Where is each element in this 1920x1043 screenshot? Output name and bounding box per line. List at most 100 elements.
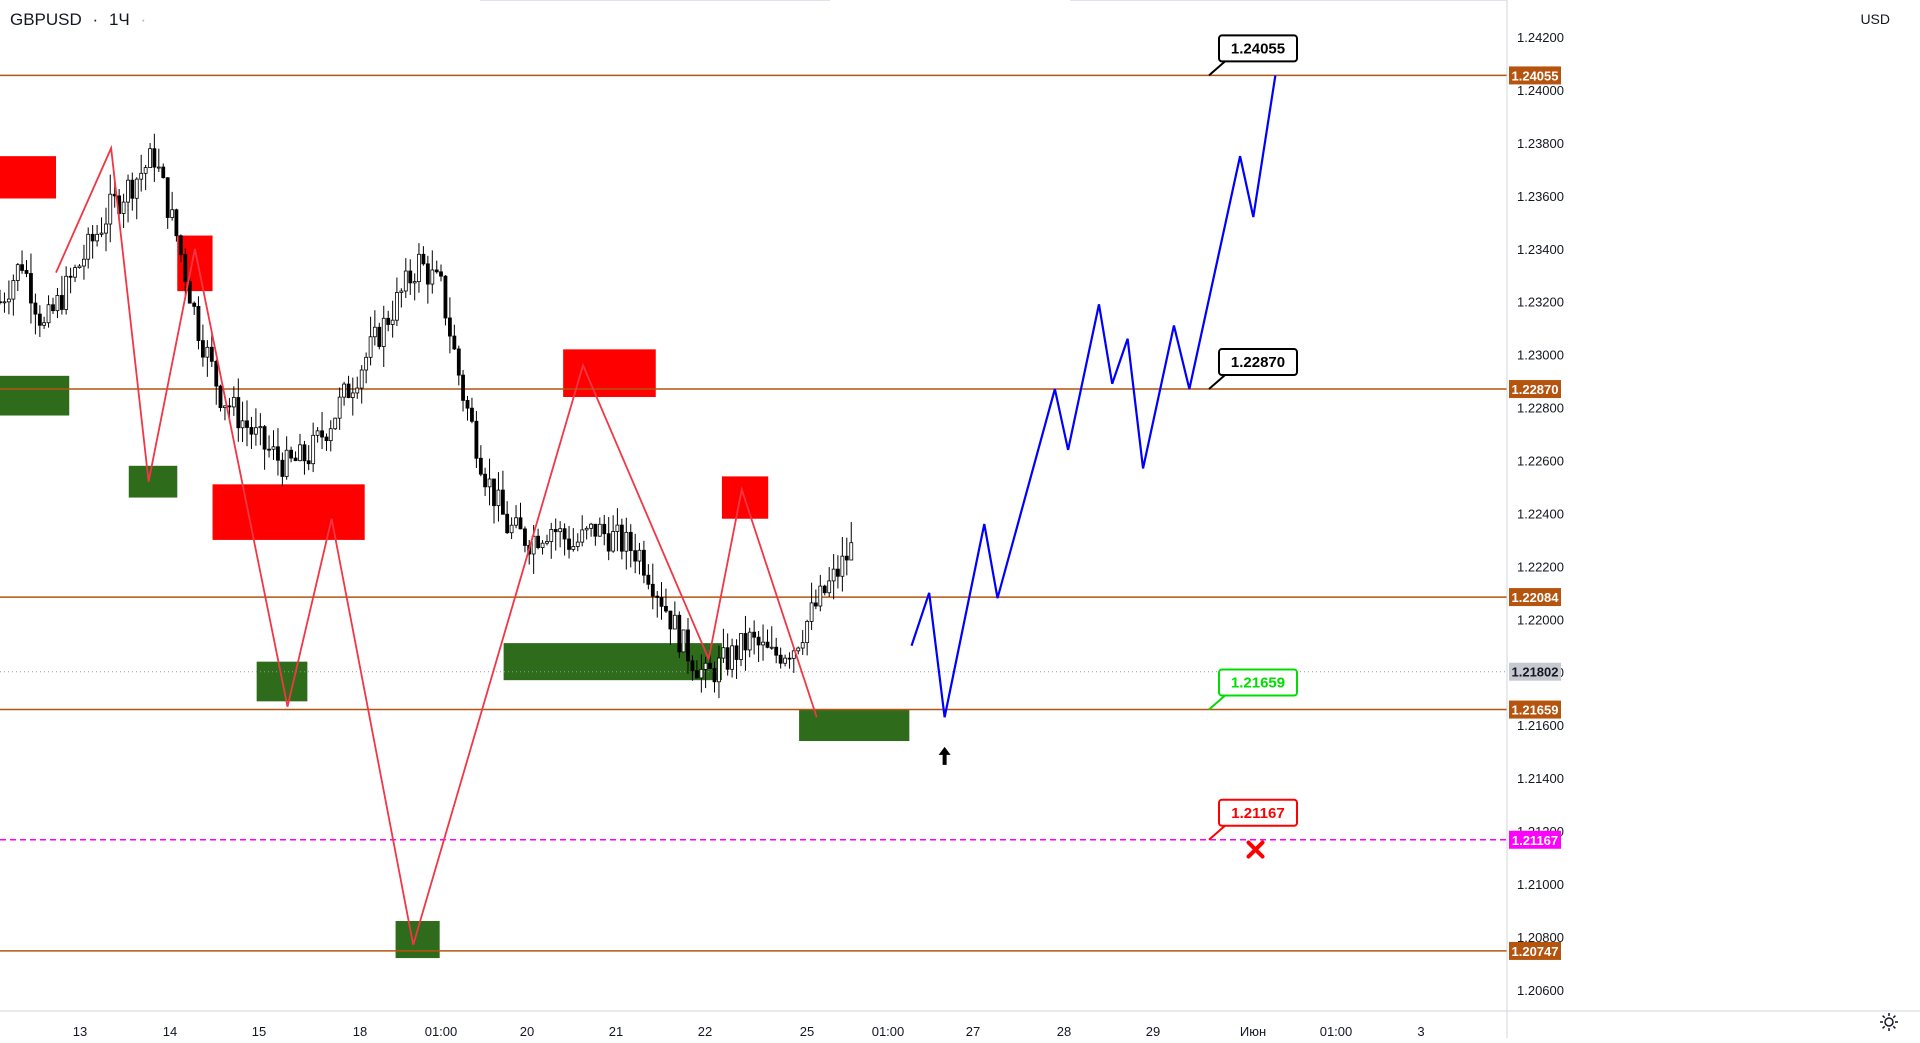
price-axis[interactable]: 1.206001.208001.210001.212001.214001.216… — [1517, 30, 1564, 998]
candle-body — [844, 555, 849, 561]
candle-body — [412, 281, 417, 284]
candle-body — [659, 597, 664, 607]
callout-pointer — [1208, 825, 1226, 841]
candle-body — [364, 356, 369, 371]
candle-body — [787, 657, 792, 660]
candle-body — [99, 232, 104, 235]
candle-body — [443, 275, 448, 319]
candle-body — [650, 583, 655, 597]
candle-body — [606, 533, 611, 552]
candle-body — [372, 326, 377, 338]
candle-body — [108, 193, 113, 225]
forecast-path — [910, 75, 1277, 718]
candle-body — [695, 670, 699, 679]
candle-body — [245, 420, 249, 428]
interval-label[interactable]: 1Ч — [108, 10, 130, 29]
candle-body — [487, 478, 492, 488]
candle-body — [262, 426, 267, 450]
candle-body — [33, 302, 38, 315]
symbol-separator: · — [92, 10, 99, 29]
candle-body — [298, 444, 302, 462]
candle-body — [514, 517, 518, 526]
candle-body — [430, 269, 435, 285]
candle-body — [836, 568, 840, 577]
candle-body — [809, 602, 814, 622]
y-tick-label: 1.24200 — [1517, 30, 1564, 45]
callout-pointer — [1208, 60, 1226, 77]
candle-body — [827, 580, 832, 594]
candle-body — [15, 264, 20, 281]
cancel-cross-icon — [1246, 840, 1265, 859]
candle-body — [761, 641, 765, 646]
symbol-header[interactable]: GBPUSD · 1Ч · — [10, 10, 152, 30]
candle-body — [558, 528, 563, 533]
candle-body — [571, 546, 576, 550]
candle-body — [562, 528, 567, 540]
y-tick-label: 1.22400 — [1517, 506, 1564, 521]
x-tick-label: 29 — [1146, 1024, 1160, 1038]
settings-gear-icon[interactable] — [1878, 1011, 1900, 1033]
candle-body — [320, 430, 324, 438]
candle-body — [165, 177, 170, 218]
candle-body — [37, 313, 42, 326]
candle-body — [267, 448, 271, 451]
candle-body — [611, 531, 616, 552]
candle-body — [121, 201, 126, 214]
candle-body — [765, 641, 770, 648]
candle-body — [743, 633, 748, 651]
candle-body — [346, 383, 351, 398]
x-tick-label: 01:00 — [872, 1024, 905, 1038]
candle-body — [747, 631, 752, 651]
candle-body — [633, 550, 638, 562]
candle-body — [390, 319, 395, 325]
callout-label: 1.22870 — [1231, 354, 1285, 371]
x-tick-label: 25 — [800, 1024, 814, 1038]
demand-zone — [128, 465, 178, 498]
candle-body — [783, 657, 787, 664]
candle-body — [368, 336, 373, 358]
y-tick-label: 1.23600 — [1517, 189, 1564, 204]
candle-body — [324, 436, 329, 442]
candle-body — [509, 524, 514, 534]
candle-body — [408, 270, 413, 284]
current-price-badge — [1509, 662, 1561, 681]
x-tick-label: 18 — [353, 1024, 367, 1038]
candle-body — [769, 646, 774, 649]
candle-body — [637, 549, 642, 562]
levels-layer — [0, 74, 1507, 952]
y-tick-label: 1.22000 — [1517, 612, 1564, 627]
candle-body — [615, 524, 620, 532]
forecast-layer — [910, 75, 1277, 859]
candle-body — [730, 645, 734, 670]
callouts-layer: 1.24055 1.22870 1.21659 1.21167 — [1208, 34, 1298, 841]
candle-body — [394, 292, 399, 321]
candle-body — [439, 271, 443, 277]
candle-body — [796, 647, 801, 652]
candle-body — [708, 662, 712, 669]
candle-body — [536, 535, 540, 549]
candle-body — [434, 269, 439, 273]
x-tick-label: 3 — [1417, 1024, 1424, 1038]
y-tick-label: 1.22600 — [1517, 454, 1564, 469]
candle-body — [218, 385, 223, 408]
time-axis[interactable]: 13 14 15 18 01:00 20 21 22 25 01:00 27 28 29 Июн 01:00… — [73, 1024, 1425, 1039]
candle-body — [359, 369, 364, 389]
candle-body — [134, 178, 139, 199]
supply-zone — [563, 349, 656, 397]
candle-body — [86, 233, 91, 260]
candle-body — [337, 396, 342, 419]
price-callout: 1.21167 — [1208, 798, 1298, 841]
candle-body — [280, 459, 285, 477]
candle-body — [681, 629, 686, 653]
candle-body — [253, 427, 258, 435]
symbol-name[interactable]: GBPUSD — [10, 10, 82, 29]
level-price-badge — [1509, 941, 1561, 960]
candle-body — [156, 166, 161, 169]
candle-body — [452, 335, 457, 350]
y-tick-label: 1.23000 — [1517, 348, 1564, 363]
candle-body — [752, 631, 757, 638]
candle-body — [192, 302, 197, 307]
